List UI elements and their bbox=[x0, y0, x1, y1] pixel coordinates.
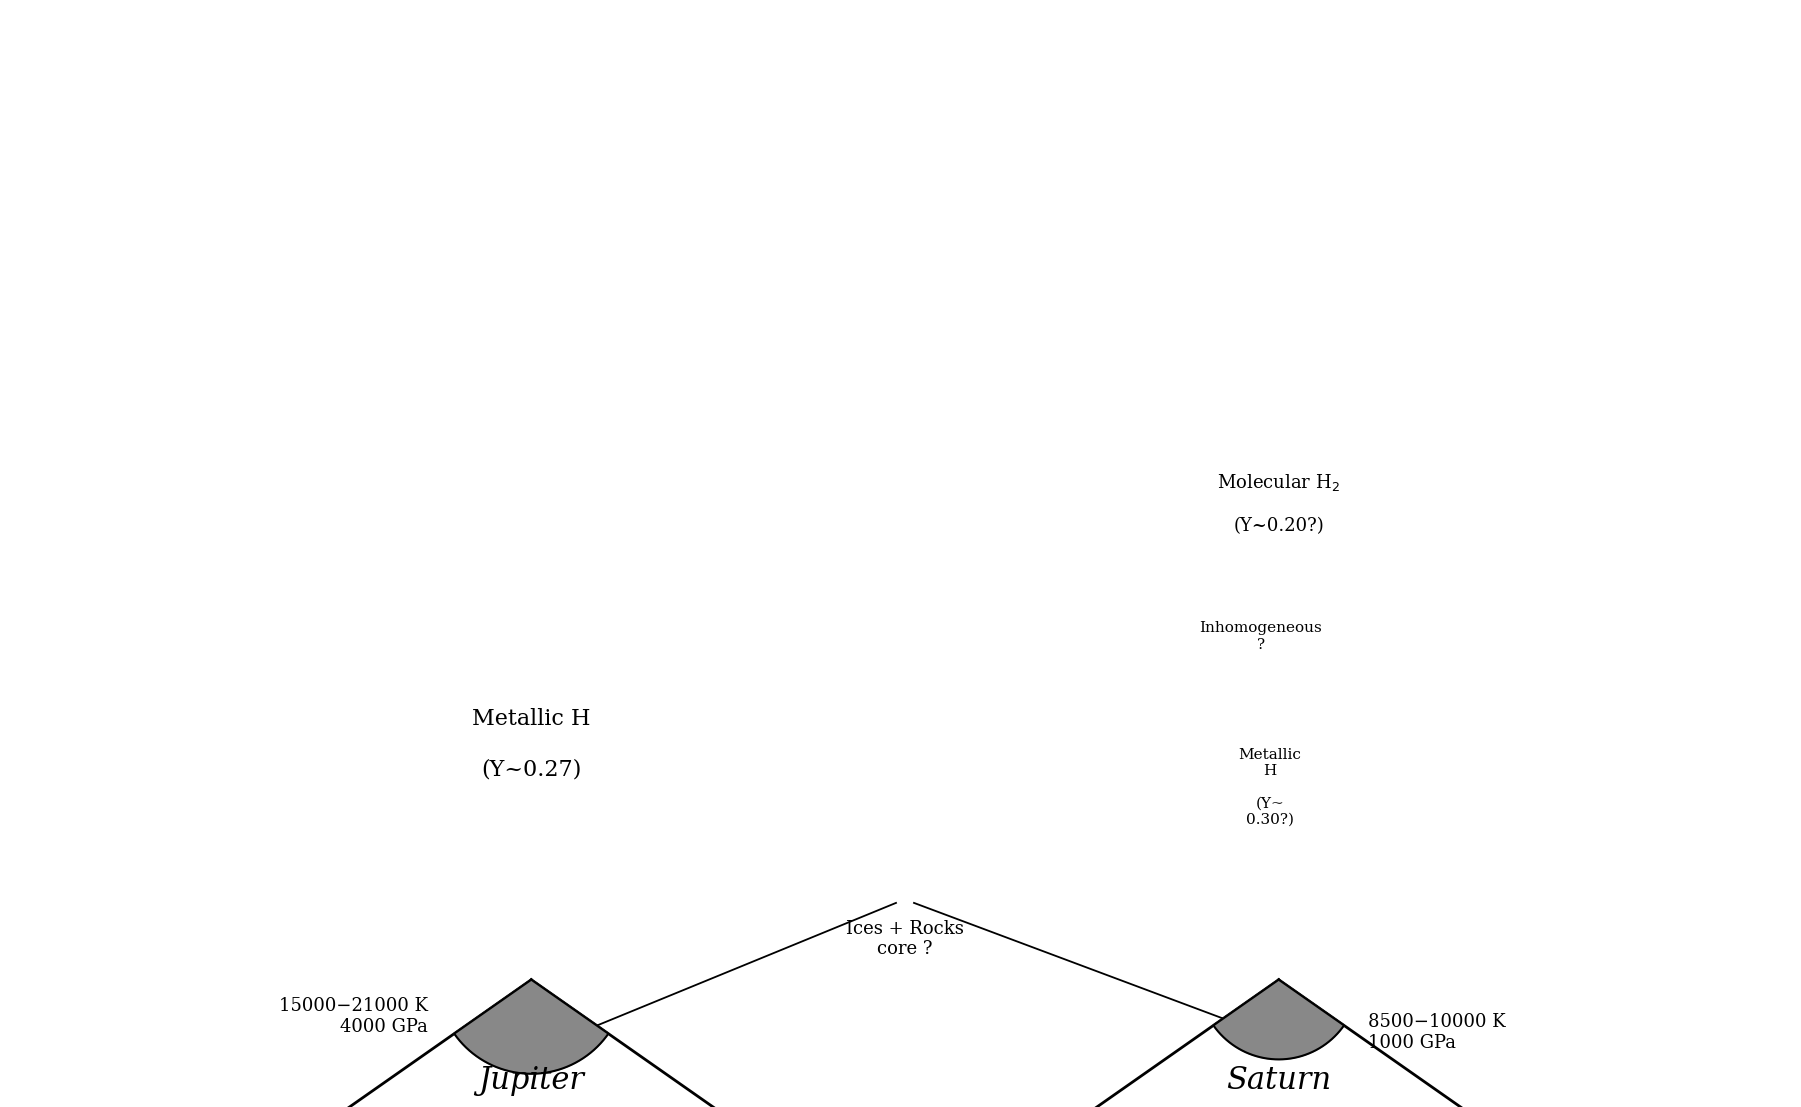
Polygon shape bbox=[454, 980, 609, 1074]
Text: Molecular H$_2$

(Y~0.20?): Molecular H$_2$ (Y~0.20?) bbox=[1217, 473, 1340, 535]
Text: Saturn: Saturn bbox=[1226, 1065, 1331, 1096]
Text: 8500−10000 K
1000 GPa: 8500−10000 K 1000 GPa bbox=[1369, 1013, 1506, 1052]
Text: Metallic
H

(Y~
0.30?): Metallic H (Y~ 0.30?) bbox=[1239, 748, 1300, 827]
Text: 15000−21000 K
4000 GPa: 15000−21000 K 4000 GPa bbox=[279, 997, 429, 1036]
Text: Ices + Rocks
core ?: Ices + Rocks core ? bbox=[846, 920, 964, 959]
Text: Jupiter: Jupiter bbox=[479, 1065, 584, 1096]
Text: Metallic H

(Y~0.27): Metallic H (Y~0.27) bbox=[472, 707, 591, 780]
Text: Inhomogeneous
?: Inhomogeneous ? bbox=[1199, 621, 1322, 652]
Polygon shape bbox=[1214, 980, 1344, 1059]
